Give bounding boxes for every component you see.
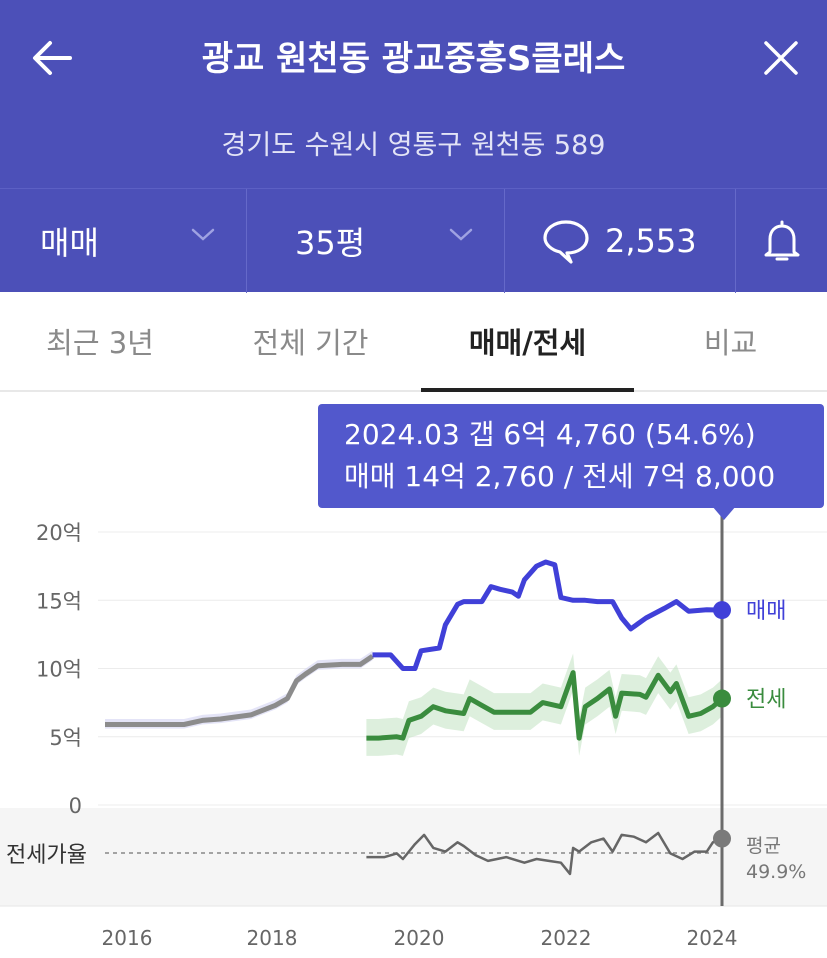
x-tick-label: 2022 (541, 926, 592, 950)
notification-button[interactable] (736, 189, 827, 293)
comment-count: 2,553 (605, 222, 697, 260)
jeonse-end-point (713, 689, 731, 708)
ratio-average-value: 49.9% (746, 861, 806, 883)
ratio-line (366, 831, 723, 876)
sale-end-point (713, 601, 731, 620)
arrow-left-icon (33, 41, 72, 75)
tooltip-price-line: 매매 14억 2,760 / 전세 7억 8,000 (344, 460, 776, 493)
ratio-average-label: 평균 (746, 835, 781, 857)
page-title: 광교 원천동 광교중흥S클래스 (201, 39, 626, 79)
jeonse-series-label: 전세 (746, 688, 786, 713)
x-tick-label: 2024 (687, 926, 738, 950)
price-chart[interactable]: 20억 15억 10억 5억 0 2016 2018 2020 2022 2024 전세가율 매매전세… (0, 394, 827, 958)
tooltip-caret (712, 506, 736, 520)
tab-compare[interactable]: 비교 (703, 326, 758, 360)
jeonse-price-line (366, 670, 724, 741)
y-tick-label: 0 (69, 794, 82, 818)
sale-price-line (372, 559, 723, 671)
x-tick-label: 2018 (247, 926, 298, 950)
history-range-band (105, 650, 373, 729)
x-tick-label: 2016 (102, 926, 153, 950)
close-button[interactable] (753, 30, 809, 86)
y-tick-label: 5억 (49, 726, 82, 750)
address-text: 경기도 수원시 영통구 원천동 589 (221, 130, 606, 161)
size-value: 35평 (295, 224, 366, 262)
ratio-panel-background (0, 808, 827, 906)
sale-series-label: 매매 (746, 599, 786, 624)
history-price-line (105, 654, 374, 727)
close-icon (764, 41, 798, 75)
y-tick-label: 20억 (36, 521, 82, 545)
chart-tabs: 최근 3년 전체 기간 매매/전세 비교 (0, 292, 827, 392)
y-tick-label: 15억 (36, 589, 82, 613)
chevron-down-icon (191, 228, 215, 241)
chart-tooltip: 2024.03 갭 6억 4,760 (54.6%) 매매 14억 2,760 … (318, 404, 824, 508)
chevron-down-icon (449, 228, 473, 241)
comments-button[interactable]: 2,553 (505, 189, 736, 293)
tab-sale-jeonse[interactable]: 매매/전세 (421, 292, 634, 392)
speech-bubble-icon (543, 220, 589, 264)
ratio-end-point (713, 829, 731, 848)
back-button[interactable] (22, 30, 82, 86)
size-select[interactable]: 35평 (247, 189, 505, 293)
ratio-axis-label: 전세가율 (6, 843, 87, 868)
tooltip-gap-line: 2024.03 갭 6억 4,760 (54.6%) (344, 418, 756, 451)
x-tick-label: 2020 (394, 926, 445, 950)
deal-type-select[interactable]: 매매 (0, 189, 247, 293)
app-header: 광교 원천동 광교중흥S클래스 경기도 수원시 영통구 원천동 589 (0, 0, 827, 188)
tab-all-period[interactable]: 전체 기간 (252, 326, 369, 360)
tab-recent-3-years[interactable]: 최근 3년 (46, 326, 154, 360)
deal-type-value: 매매 (40, 224, 99, 262)
y-tick-label: 10억 (36, 658, 82, 682)
filter-toolbar: 매매 35평 2,553 (0, 188, 827, 293)
bell-icon (764, 220, 799, 261)
